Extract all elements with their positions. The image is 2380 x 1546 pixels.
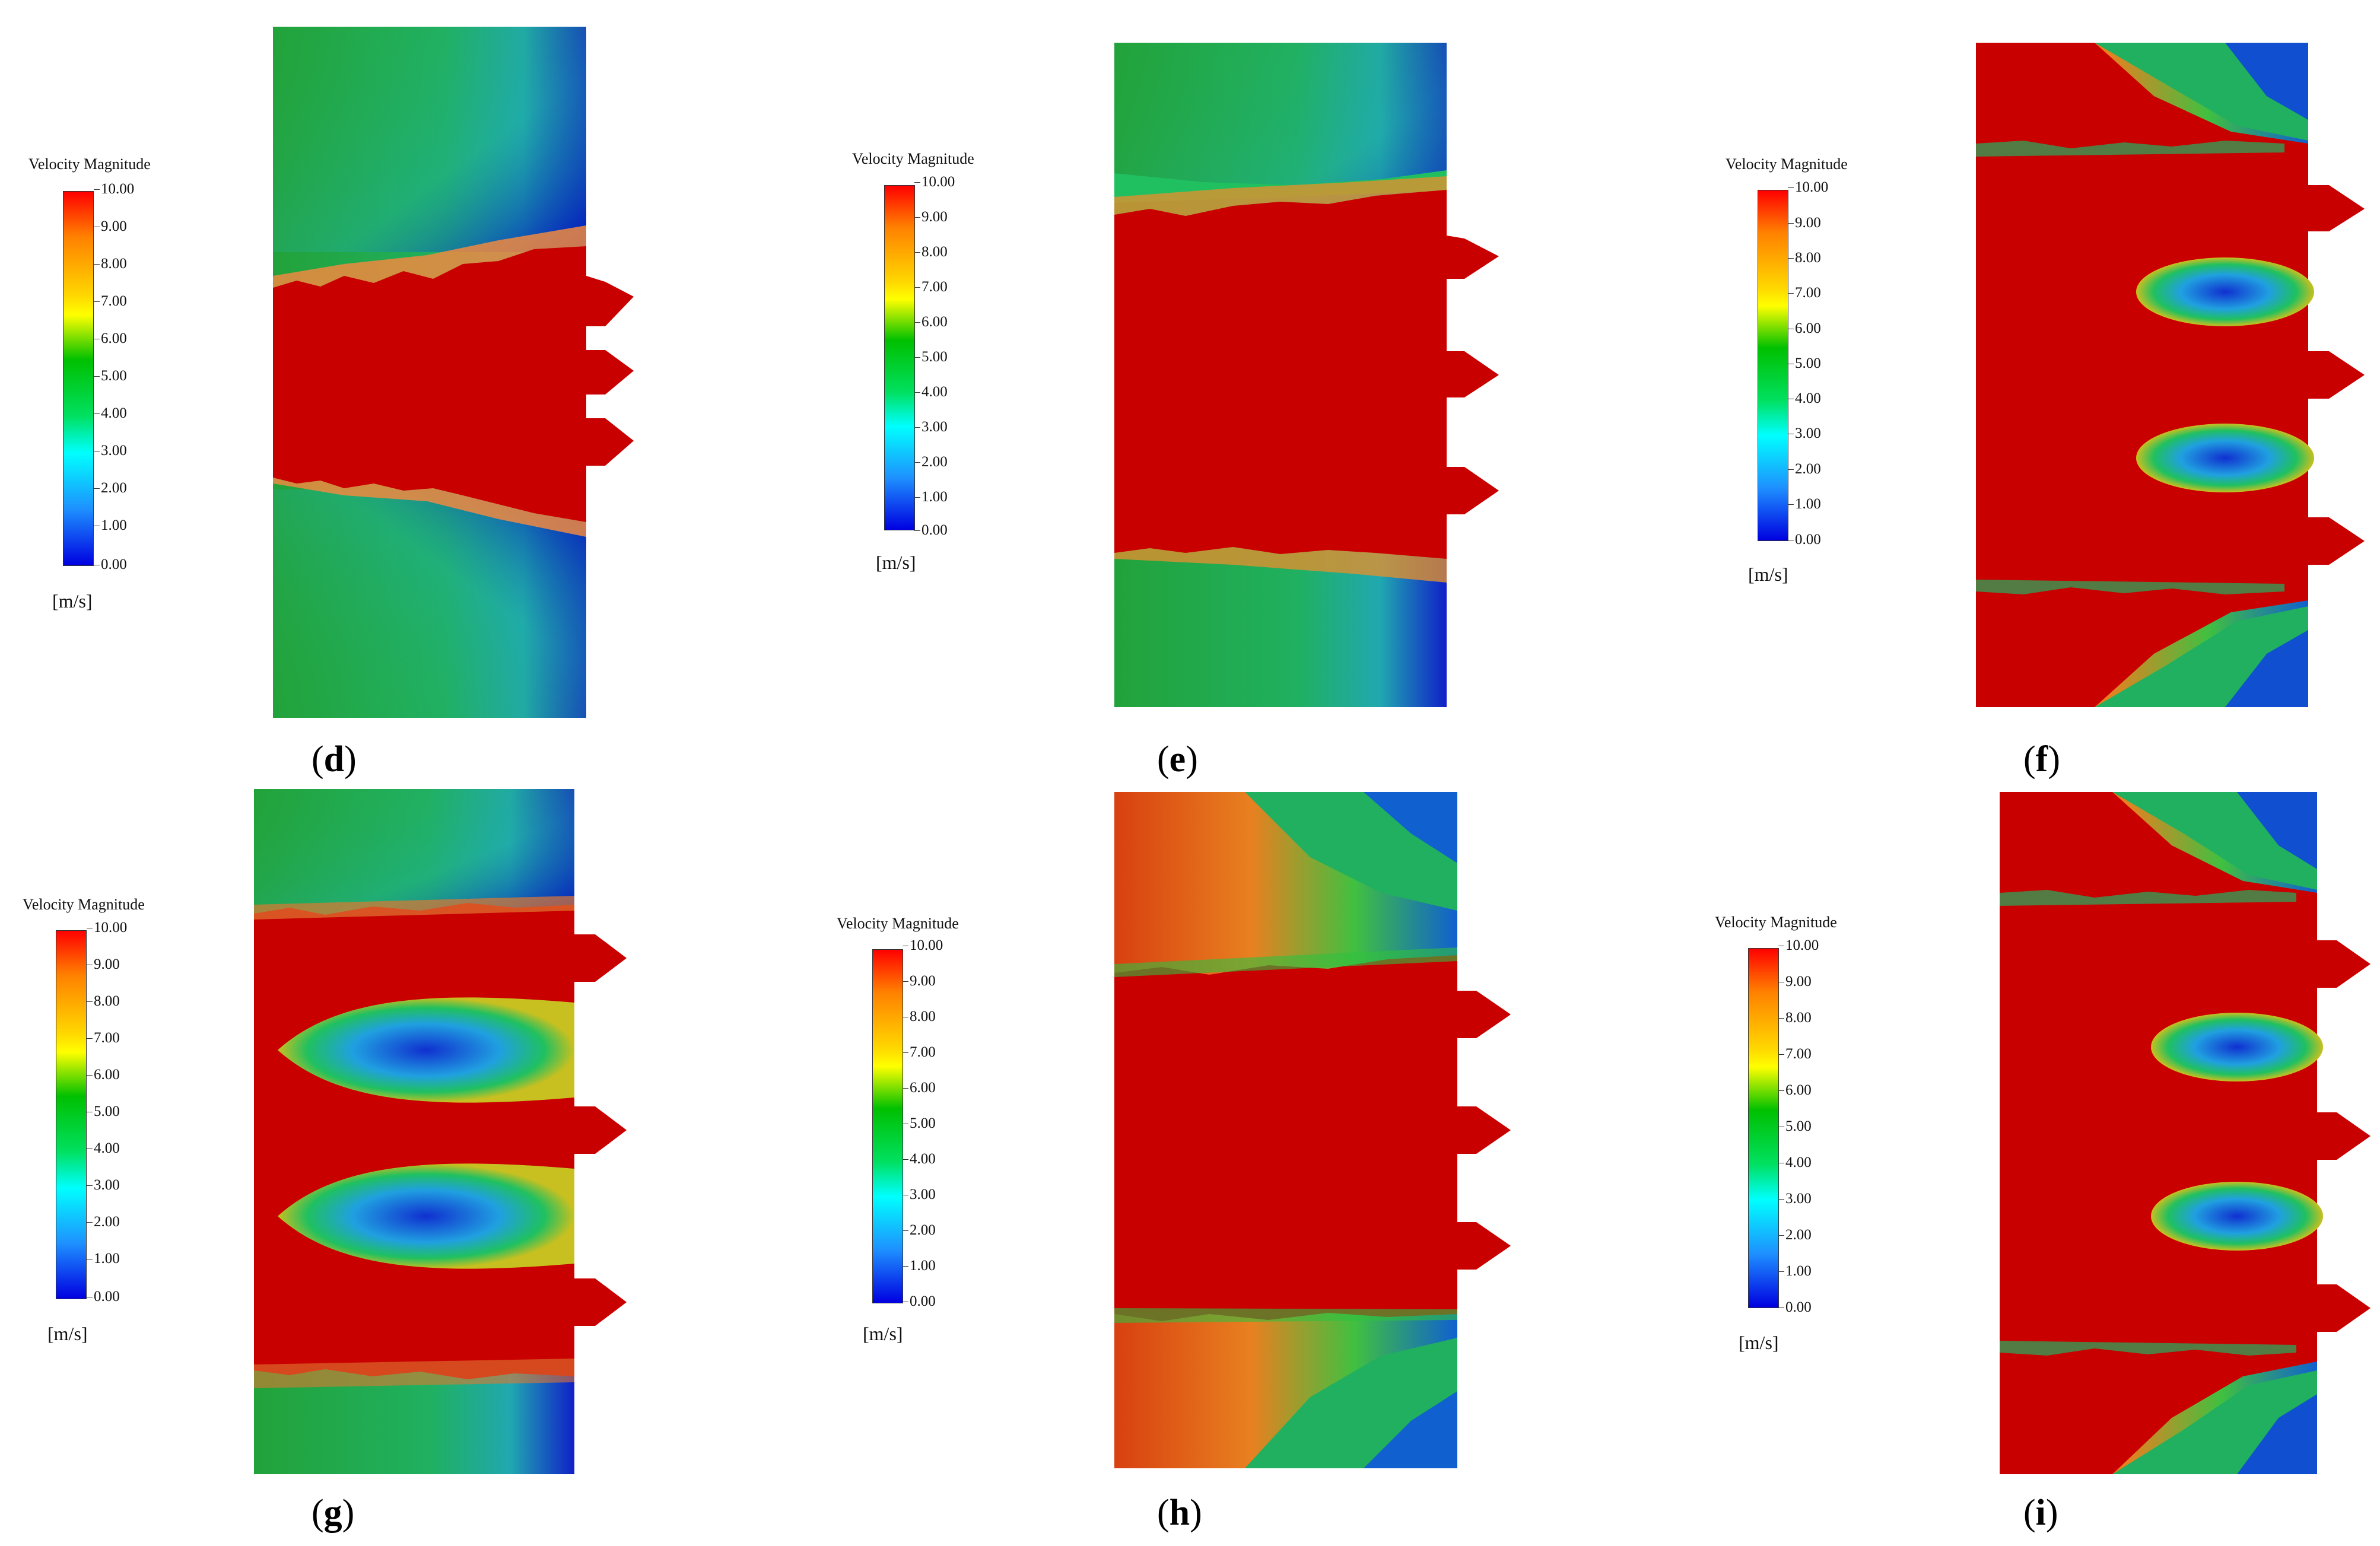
colorbar-tick: 9.00: [87, 956, 120, 972]
panel-label-h: (h): [1157, 1493, 1202, 1533]
colorbar-tick: 1.00: [1788, 496, 1821, 512]
colorbar-tick: 9.00: [94, 218, 127, 234]
colorbar-gradient: [63, 191, 94, 566]
colorbar-tick: 7.00: [1778, 1046, 1812, 1062]
colorbar-tick: 3.00: [87, 1177, 120, 1193]
colorbar-tick: 2.00: [903, 1222, 936, 1238]
colorbar-tick: 1.00: [1778, 1263, 1812, 1279]
colorbar-tick: 4.00: [87, 1140, 120, 1156]
panel-label-i: (i): [2023, 1493, 2058, 1533]
colorbar-tick: 6.00: [94, 330, 127, 346]
colorbar-tick: 6.00: [87, 1067, 120, 1083]
velocity-field-d: [273, 27, 634, 718]
colorbar-gradient: [884, 185, 915, 530]
colorbar-tick: 1.00: [87, 1251, 120, 1267]
colorbar-tick: 1.00: [903, 1258, 936, 1274]
colorbar-tick: 9.00: [914, 209, 948, 225]
panel-label-e: (e): [1157, 739, 1198, 780]
colorbar-tick: 5.00: [94, 368, 127, 384]
colorbar-tick: 8.00: [1788, 250, 1821, 266]
velocity-field-e: [1114, 43, 1499, 707]
colorbar-tick: 10.00: [1778, 937, 1819, 953]
colorbar-gradient: [872, 949, 903, 1303]
colorbar-tick: 9.00: [903, 973, 936, 989]
colorbar-tick: 3.00: [94, 443, 127, 459]
colorbar-tick: 9.00: [1778, 974, 1812, 990]
colorbar-tick: 2.00: [1788, 461, 1821, 477]
velocity-field-i: [2000, 792, 2371, 1474]
colorbar-title: Velocity Magnitude: [23, 896, 145, 913]
colorbar-gradient: [1758, 190, 1788, 541]
colorbar-unit: [m/s]: [1739, 1332, 1779, 1353]
colorbar-title: Velocity Magnitude: [1715, 914, 1837, 931]
panel-label-d: (d): [312, 739, 357, 780]
velocity-field-f: [1976, 43, 2365, 707]
colorbar-tick: 7.00: [87, 1030, 120, 1046]
colorbar-tick: 3.00: [1778, 1191, 1812, 1207]
colorbar-tick: 4.00: [1788, 390, 1821, 406]
colorbar-unit: [m/s]: [876, 552, 916, 573]
colorbar-tick: 9.00: [1788, 215, 1821, 231]
colorbar-tick: 2.00: [914, 454, 948, 470]
colorbar-title: Velocity Magnitude: [837, 915, 959, 932]
colorbar-tick: 0.00: [87, 1289, 120, 1305]
colorbar-tick: 4.00: [914, 384, 948, 400]
colorbar-gradient: [1748, 948, 1779, 1308]
colorbar-tick: 3.00: [914, 419, 948, 435]
colorbar-tick: 0.00: [914, 522, 948, 538]
colorbar-tick: 10.00: [93, 181, 135, 197]
colorbar-tick: 8.00: [94, 256, 127, 272]
panel-label-g: (g): [312, 1493, 355, 1533]
colorbar-tick: 7.00: [1788, 285, 1821, 301]
colorbar-tick: 10.00: [902, 937, 943, 953]
colorbar-tick: 8.00: [914, 244, 948, 260]
colorbar-tick: 6.00: [903, 1080, 936, 1096]
colorbar-unit: [m/s]: [1748, 564, 1788, 585]
colorbar-tick: 5.00: [914, 349, 948, 365]
colorbar-title: Velocity Magnitude: [28, 155, 151, 173]
velocity-field-g: [254, 789, 627, 1474]
colorbar-unit: [m/s]: [52, 590, 93, 612]
colorbar-tick: 5.00: [1778, 1118, 1812, 1134]
colorbar-tick: 6.00: [1788, 320, 1821, 336]
colorbar-tick: 4.00: [1778, 1154, 1812, 1170]
colorbar-tick: 2.00: [94, 480, 127, 496]
colorbar-tick: 0.00: [903, 1293, 936, 1309]
colorbar-title: Velocity Magnitude: [1726, 155, 1848, 173]
colorbar-tick: 0.00: [1788, 532, 1821, 548]
colorbar-title: Velocity Magnitude: [852, 150, 974, 167]
colorbar-tick: 3.00: [903, 1186, 936, 1203]
colorbar-unit: [m/s]: [47, 1323, 88, 1344]
colorbar-tick: 8.00: [1778, 1010, 1812, 1026]
colorbar-tick: 8.00: [87, 993, 120, 1009]
colorbar-tick: 5.00: [903, 1115, 936, 1131]
colorbar-tick: 2.00: [1778, 1227, 1812, 1243]
colorbar-tick: 1.00: [94, 517, 127, 533]
colorbar-tick: 8.00: [903, 1009, 936, 1025]
colorbar-tick: 0.00: [94, 556, 127, 572]
colorbar-tick: 1.00: [914, 489, 948, 505]
colorbar-tick: 6.00: [914, 314, 948, 330]
colorbar-tick: 10.00: [86, 920, 128, 936]
velocity-field-h: [1114, 792, 1511, 1468]
colorbar-tick: 5.00: [87, 1103, 120, 1119]
panel-label-f: (f): [2023, 739, 2060, 780]
colorbar-tick: 7.00: [94, 293, 127, 309]
colorbar-tick: 2.00: [87, 1214, 120, 1230]
colorbar-tick: 7.00: [914, 279, 948, 295]
colorbar-tick: 0.00: [1778, 1299, 1812, 1315]
colorbar-tick: 4.00: [94, 405, 127, 421]
colorbar-tick: 10.00: [1787, 179, 1829, 195]
colorbar-tick: 3.00: [1788, 425, 1821, 441]
colorbar-tick: 5.00: [1788, 355, 1821, 371]
colorbar-tick: 10.00: [914, 174, 955, 190]
colorbar-gradient: [56, 930, 87, 1299]
colorbar-tick: 6.00: [1778, 1082, 1812, 1098]
colorbar-tick: 4.00: [903, 1151, 936, 1167]
colorbar-tick: 7.00: [903, 1044, 936, 1060]
colorbar-unit: [m/s]: [863, 1323, 903, 1344]
